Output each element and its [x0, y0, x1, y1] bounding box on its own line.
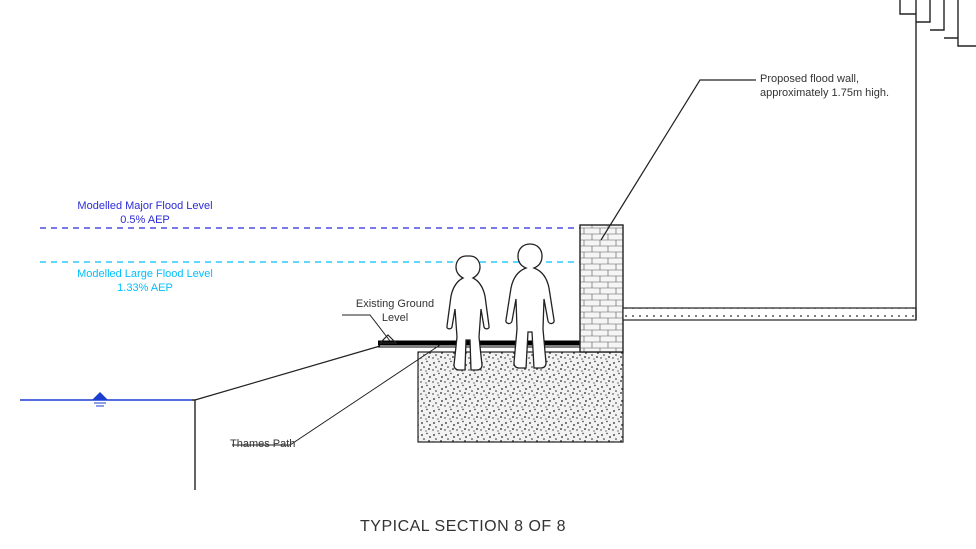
riverbank-profile — [192, 400, 195, 490]
leader-thames-path — [232, 345, 440, 445]
major-flood-label: Modelled Major Flood Level 0.5% AEP — [60, 199, 230, 228]
thames-path-label: Thames Path — [230, 437, 295, 451]
flood-wall-annotation-line2: approximately 1.75m high. — [760, 87, 889, 99]
major-flood-label-line2: 0.5% AEP — [120, 214, 170, 226]
building-outline — [900, 0, 976, 308]
section-title: TYPICAL SECTION 8 OF 8 — [360, 518, 566, 536]
flood-wall-annotation: Proposed flood wall, approximately 1.75m… — [760, 72, 889, 101]
water-level-marker — [92, 392, 108, 400]
large-flood-label-line1: Modelled Large Flood Level — [77, 268, 213, 280]
ground-level-label-line2: Level — [382, 312, 408, 324]
ground-level-label-line1: Existing Ground — [356, 298, 434, 310]
ground-level-label: Existing Ground Level — [340, 297, 450, 326]
leader-flood-wall — [601, 80, 756, 240]
major-flood-label-line1: Modelled Major Flood Level — [77, 200, 212, 212]
bank-slope — [195, 346, 380, 400]
large-flood-label-line2: 1.33% AEP — [117, 282, 173, 294]
flood-wall-annotation-line1: Proposed flood wall, — [760, 73, 859, 85]
upper-ground-strip — [623, 308, 916, 320]
large-flood-label: Modelled Large Flood Level 1.33% AEP — [60, 267, 230, 296]
flood-wall — [580, 225, 623, 352]
